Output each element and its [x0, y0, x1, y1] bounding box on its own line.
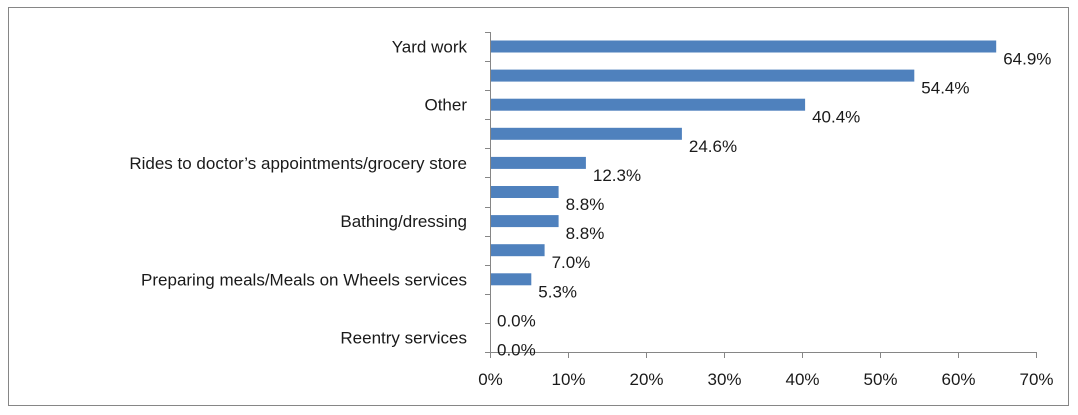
category-label: Preparing meals/Meals on Wheels services	[141, 270, 467, 289]
data-label: 5.3%	[538, 282, 577, 301]
x-tick-label: 0%	[478, 370, 503, 389]
data-label: 0.0%	[497, 311, 536, 330]
bar	[491, 127, 682, 140]
data-label: 8.8%	[566, 195, 605, 214]
bar	[491, 69, 915, 82]
x-tick-label: 30%	[707, 370, 741, 389]
data-label: 64.9%	[1003, 50, 1051, 69]
x-tick-label: 70%	[1019, 370, 1053, 389]
category-label: Other	[424, 96, 467, 115]
x-tick-label: 50%	[863, 370, 897, 389]
bar	[491, 40, 997, 53]
bar	[491, 244, 545, 257]
x-tick-label: 20%	[629, 370, 663, 389]
category-label: Yard work	[392, 38, 468, 57]
data-label: 40.4%	[812, 108, 860, 127]
x-tick-label: 10%	[551, 370, 585, 389]
data-label: 54.4%	[921, 79, 969, 98]
category-label: Rides to doctor’s appointments/grocery s…	[129, 154, 467, 173]
category-label: Reentry services	[340, 329, 467, 348]
data-label: 12.3%	[593, 166, 641, 185]
bar	[491, 98, 806, 111]
data-label: 8.8%	[566, 224, 605, 243]
data-label: 7.0%	[552, 253, 591, 272]
bar	[491, 156, 586, 169]
category-label: Bathing/dressing	[340, 212, 467, 231]
data-label: 24.6%	[689, 137, 737, 156]
x-tick-label: 40%	[785, 370, 819, 389]
bar	[491, 215, 559, 228]
data-label: 0.0%	[497, 341, 536, 360]
bar	[491, 273, 532, 286]
x-tick-label: 60%	[941, 370, 975, 389]
bar	[491, 186, 559, 198]
